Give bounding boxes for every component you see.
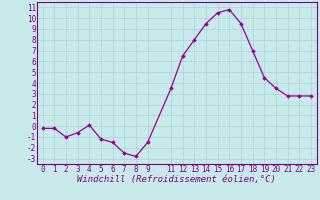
X-axis label: Windchill (Refroidissement éolien,°C): Windchill (Refroidissement éolien,°C) <box>77 175 276 184</box>
